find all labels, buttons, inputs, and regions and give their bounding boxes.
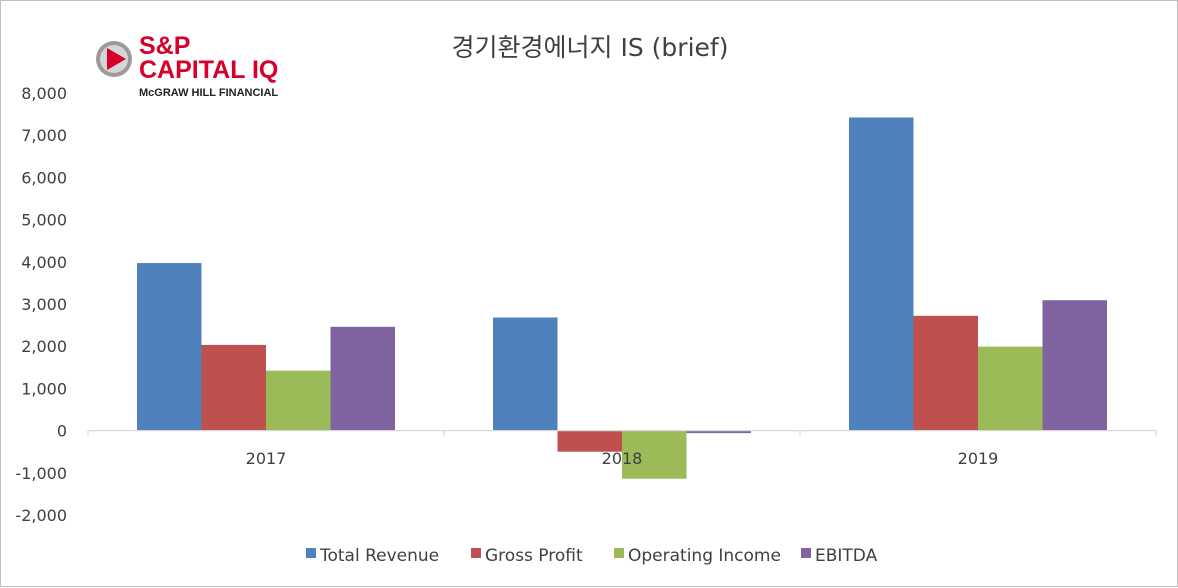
y-tick-label: -1,000 [15,464,67,483]
logo-line-1: S&P [139,32,190,60]
bar-total-revenue-2017 [137,263,202,431]
y-tick-label: 0 [57,422,67,441]
legend-label-total-revenue: Total Revenue [319,546,439,566]
legend-swatch-ebitda [801,548,811,558]
y-tick-label: 8,000 [21,84,67,103]
y-axis: 8,000 7,000 6,000 5,000 4,000 3,000 2,000 1,000… [15,84,67,525]
legend-swatch-gross-profit [471,548,481,558]
bars [137,117,1107,479]
zero-line-layer [87,429,1157,436]
bar-total-revenue-2019 [849,117,914,431]
sp-capital-iq-logo: S&P CAPITAL IQ McGRAW HILL FINANCIAL [96,32,278,99]
y-tick-label: 4,000 [21,253,67,272]
legend-label-ebitda: EBITDA [815,546,878,566]
x-axis: 2017 2018 2019 [246,449,999,468]
y-tick-label: -2,000 [15,506,67,525]
play-circle-logo-icon [96,41,132,77]
bar-ebitda-2017 [330,326,395,431]
bar-operating-income-2018 [622,430,687,479]
bar-ebitda-2019 [1042,300,1107,431]
bar-operating-income-2017 [266,370,331,431]
chart-title: 경기환경에너지 IS (brief) [452,33,729,62]
bar-gross-profit-2017 [201,344,266,431]
bar-gross-profit-2019 [913,315,978,431]
x-tick-label-2018: 2018 [602,449,643,468]
legend: Total Revenue Gross Profit Operating Incom… [306,546,878,566]
legend-label-gross-profit: Gross Profit [485,546,583,566]
legend-label-operating-income: Operating Income [628,546,781,566]
x-tick-label-2017: 2017 [246,449,287,468]
legend-swatch-total-revenue [306,548,316,558]
bar-ebitda-2018 [686,430,751,434]
y-tick-label: 3,000 [21,295,67,314]
y-tick-label: 7,000 [21,126,67,145]
bar-total-revenue-2018 [493,317,558,431]
bar-operating-income-2019 [978,346,1043,431]
logo-line-3: McGRAW HILL FINANCIAL [139,87,278,99]
x-tick-label-2019: 2019 [958,449,999,468]
y-tick-label: 5,000 [21,211,67,230]
logo-line-2: CAPITAL IQ [139,56,278,84]
legend-swatch-operating-income [614,548,624,558]
y-tick-label: 1,000 [21,379,67,398]
bar-gross-profit-2018 [557,430,622,452]
y-tick-label: 6,000 [21,168,67,187]
y-tick-label: 2,000 [21,337,67,356]
